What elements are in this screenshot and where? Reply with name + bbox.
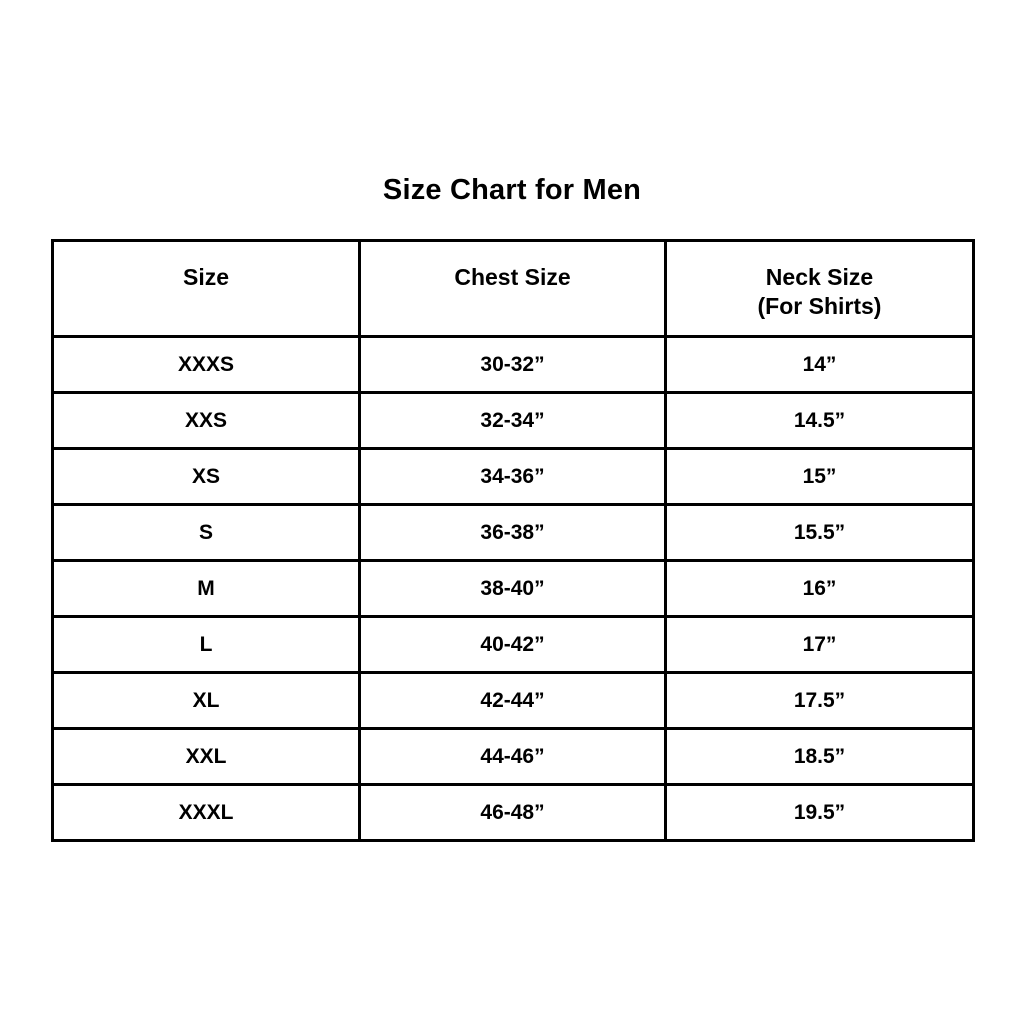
column-header-neck-size: Neck Size (For Shirts)	[664, 239, 975, 338]
cell-neck: 16”	[664, 559, 975, 618]
cell-size: XXS	[51, 391, 361, 450]
table-row: XXL 44-46” 18.5”	[51, 727, 975, 786]
cell-chest: 42-44”	[358, 671, 667, 730]
cell-neck: 17”	[664, 615, 975, 674]
cell-size: L	[51, 615, 361, 674]
cell-chest: 34-36”	[358, 447, 667, 506]
cell-chest: 44-46”	[358, 727, 667, 786]
size-chart-table: Size Chest Size Neck Size (For Shirts) X…	[51, 239, 975, 842]
table-row: XL 42-44” 17.5”	[51, 671, 975, 730]
cell-size: S	[51, 503, 361, 562]
cell-neck: 15”	[664, 447, 975, 506]
table-row: S 36-38” 15.5”	[51, 503, 975, 562]
cell-size: XS	[51, 447, 361, 506]
table-header-row: Size Chest Size Neck Size (For Shirts)	[51, 239, 975, 338]
cell-chest: 38-40”	[358, 559, 667, 618]
table-row: XS 34-36” 15”	[51, 447, 975, 506]
cell-chest: 32-34”	[358, 391, 667, 450]
cell-size: XXXS	[51, 335, 361, 394]
cell-chest: 40-42”	[358, 615, 667, 674]
cell-size: M	[51, 559, 361, 618]
cell-neck: 18.5”	[664, 727, 975, 786]
size-table-container: Size Chest Size Neck Size (For Shirts) X…	[51, 239, 975, 842]
table-body: XXXS 30-32” 14” XXS 32-34” 14.5” XS 34-3…	[51, 335, 975, 842]
table-row: L 40-42” 17”	[51, 615, 975, 674]
cell-size: XXXL	[51, 783, 361, 842]
cell-chest: 36-38”	[358, 503, 667, 562]
cell-size: XL	[51, 671, 361, 730]
page-title: Size Chart for Men	[382, 174, 642, 206]
cell-neck: 14”	[664, 335, 975, 394]
table-row: XXXL 46-48” 19.5”	[51, 783, 975, 842]
cell-neck: 17.5”	[664, 671, 975, 730]
column-header-size-label: Size	[182, 264, 230, 290]
table-row: XXS 32-34” 14.5”	[51, 391, 975, 450]
cell-neck: 14.5”	[664, 391, 975, 450]
table-row: M 38-40” 16”	[51, 559, 975, 618]
column-header-size: Size	[51, 239, 361, 338]
cell-neck: 15.5”	[664, 503, 975, 562]
table-row: XXXS 30-32” 14”	[51, 335, 975, 394]
cell-neck: 19.5”	[664, 783, 975, 842]
column-header-chest-size: Chest Size	[358, 239, 667, 338]
cell-chest: 46-48”	[358, 783, 667, 842]
column-header-chest-size-label: Chest Size	[454, 264, 571, 290]
column-header-neck-size-label: Neck Size	[765, 264, 874, 290]
column-header-neck-size-sublabel: (For Shirts)	[757, 293, 882, 319]
cell-size: XXL	[51, 727, 361, 786]
table-header: Size Chest Size Neck Size (For Shirts)	[51, 239, 975, 338]
cell-chest: 30-32”	[358, 335, 667, 394]
